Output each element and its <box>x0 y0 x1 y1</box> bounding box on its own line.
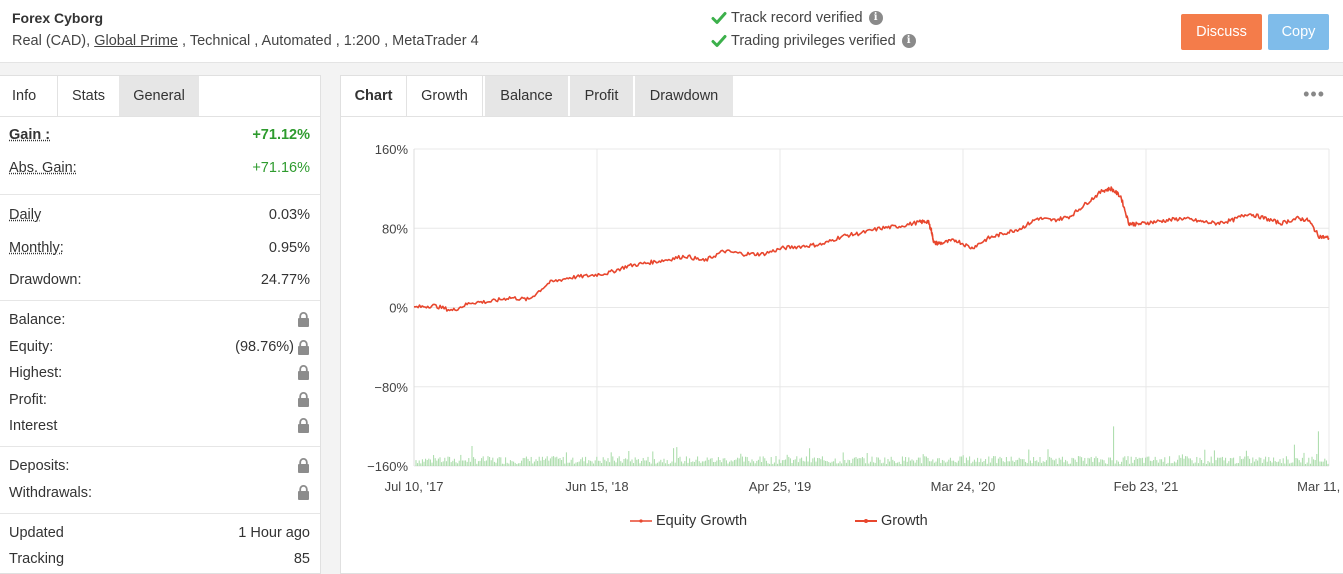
tab-growth[interactable]: Growth <box>406 76 483 116</box>
divider <box>0 194 320 195</box>
tracking-label: Tracking <box>9 551 65 567</box>
x-tick-label: Mar 11, '22 <box>1297 479 1343 494</box>
daily-value: 0.03% <box>268 207 310 223</box>
system-tags: , Technical , Automated , 1:200 , MetaTr… <box>178 33 479 49</box>
withdrawals-label: Withdrawals: <box>9 485 92 501</box>
drawdown-value: 24.77% <box>260 272 310 288</box>
legend-line-icon <box>630 519 652 523</box>
discuss-button[interactable]: Discuss <box>1181 14 1262 50</box>
abs-gain-label[interactable]: Abs. Gain: <box>9 160 77 176</box>
y-tick-label: 0% <box>389 301 408 316</box>
abs-gain-value: +71.16% <box>252 160 310 176</box>
track-record-label: Track record verified <box>731 10 863 26</box>
tab-balance[interactable]: Balance <box>485 76 568 116</box>
tab-drawdown[interactable]: Drawdown <box>635 76 733 116</box>
tracking-value: 85 <box>293 551 310 567</box>
stats-tabs: Info Stats General <box>0 76 320 117</box>
x-tick-label: Apr 25, '19 <box>749 479 811 494</box>
y-tick-label: −160% <box>367 459 408 474</box>
system-name: Forex Cyborg <box>12 10 104 26</box>
legend-label: Equity Growth <box>656 513 748 529</box>
stat-deposits: Deposits: <box>9 458 310 474</box>
drawdown-label: Drawdown: <box>9 272 82 288</box>
stat-drawdown: Drawdown: 24.77% <box>9 272 310 288</box>
equity-value: (98.76%) <box>235 339 294 355</box>
lock-icon <box>298 365 309 380</box>
system-description: Real (CAD), Global Prime , Technical , A… <box>12 33 479 49</box>
stat-balance: Balance: <box>9 312 310 328</box>
x-tick-label: Mar 24, '20 <box>931 479 996 494</box>
tab-stats[interactable]: Stats <box>57 76 119 116</box>
account-type: Real (CAD), <box>12 33 95 49</box>
lock-icon <box>298 458 309 473</box>
growth-series-line <box>414 186 1330 312</box>
highest-label: Highest: <box>9 365 63 381</box>
divider <box>0 513 320 514</box>
check-icon <box>711 12 727 24</box>
daily-label[interactable]: Daily <box>9 207 42 223</box>
trading-privileges-status: Trading privileges verified i <box>711 33 916 49</box>
stat-interest: Interest <box>9 418 310 434</box>
stat-daily: Daily 0.03% <box>9 207 310 223</box>
legend-growth[interactable]: Growth <box>855 513 928 529</box>
lock-icon <box>298 392 309 407</box>
deposits-label: Deposits: <box>9 458 70 474</box>
x-tick-label: Jul 10, '17 <box>385 479 444 494</box>
info-icon[interactable]: i <box>901 34 916 48</box>
stat-tracking: Tracking 85 <box>9 551 310 567</box>
x-tick-label: Feb 23, '21 <box>1114 479 1179 494</box>
tab-profit[interactable]: Profit <box>570 76 633 116</box>
system-header: Forex Cyborg Real (CAD), Global Prime , … <box>0 0 1343 63</box>
updated-value: 1 Hour ago <box>238 525 310 541</box>
lock-icon <box>298 312 309 327</box>
trading-privileges-label: Trading privileges verified <box>731 33 896 49</box>
stat-equity: Equity: (98.76%) <box>9 339 310 355</box>
lock-icon <box>298 418 309 433</box>
lock-icon <box>298 339 309 355</box>
stat-profit: Profit: <box>9 392 310 408</box>
lock-icon <box>298 485 309 500</box>
y-tick-label: −80% <box>374 380 408 395</box>
gain-label[interactable]: Gain : <box>9 127 51 143</box>
stat-gain: Gain : +71.12% <box>9 127 310 143</box>
balance-label: Balance: <box>9 312 66 328</box>
broker-link[interactable]: Global Prime <box>94 33 178 49</box>
gain-value: +71.12% <box>252 127 310 143</box>
y-tick-label: 160% <box>375 142 409 157</box>
tab-info[interactable]: Info <box>12 88 37 104</box>
interest-label: Interest <box>9 418 58 434</box>
stat-abs-gain: Abs. Gain: +71.16% <box>9 160 310 176</box>
monthly-label[interactable]: Monthly: <box>9 240 64 256</box>
track-record-status: Track record verified i <box>711 10 883 26</box>
divider <box>0 446 320 447</box>
divider <box>0 300 320 301</box>
y-tick-label: 80% <box>382 221 408 236</box>
updated-label: Updated <box>9 525 64 541</box>
equity-label: Equity: <box>9 339 54 355</box>
chart-panel: Chart Growth Balance Profit Drawdown •••… <box>340 75 1343 574</box>
chart-tabs: Chart Growth Balance Profit Drawdown <box>341 76 1343 117</box>
check-icon <box>711 35 727 47</box>
stat-withdrawals: Withdrawals: <box>9 485 310 501</box>
copy-button[interactable]: Copy <box>1268 14 1329 50</box>
info-icon[interactable]: i <box>868 11 883 25</box>
chart-label: Chart <box>354 88 393 104</box>
legend-equity-growth[interactable]: Equity Growth <box>630 513 747 529</box>
stat-monthly: Monthly: 0.95% <box>9 240 310 256</box>
profit-label: Profit: <box>9 392 47 408</box>
equity-value-wrap: (98.76%) <box>235 339 310 355</box>
x-tick-label: Jun 15, '18 <box>565 479 628 494</box>
monthly-value: 0.95% <box>268 240 310 256</box>
legend-line-icon <box>855 519 877 523</box>
legend-label: Growth <box>881 513 928 529</box>
growth-chart: 160% 80% 0% −80% −160% Jul 10, '17 Jun 15, '18… <box>367 142 1343 494</box>
tab-general[interactable]: General <box>119 76 199 116</box>
stats-panel: Info Stats General Gain : +71.12% Abs. G… <box>0 75 321 574</box>
stat-highest: Highest: <box>9 365 310 381</box>
stat-updated: Updated 1 Hour ago <box>9 525 310 541</box>
more-options-icon[interactable]: ••• <box>1303 84 1325 104</box>
